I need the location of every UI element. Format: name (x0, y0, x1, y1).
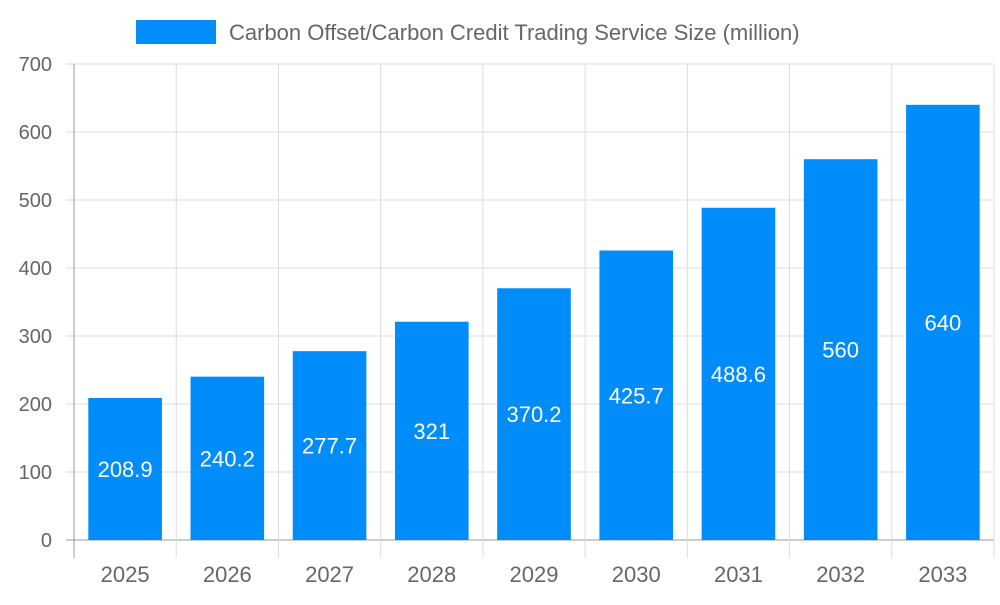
y-tick-label: 0 (41, 530, 52, 552)
grid (66, 63, 995, 558)
bar-2028 (394, 321, 469, 540)
bar-2030 (599, 250, 674, 541)
bar-2027 (292, 351, 367, 540)
x-axis-ticks: 2025 2026 2027 2028 2029 2030 2031 2032 2033 (101, 562, 968, 587)
bar-2026 (190, 376, 265, 540)
x-tick-label: 2029 (510, 562, 559, 587)
y-tick-label: 300 (19, 326, 52, 348)
y-tick-label: 200 (19, 394, 52, 416)
legend-label: Carbon Offset/Carbon Credit Trading Serv… (229, 20, 800, 45)
data-label: 488.6 (711, 362, 766, 387)
y-tick-label: 500 (19, 190, 52, 212)
data-label: 370.2 (506, 402, 561, 427)
data-label: 321 (413, 419, 450, 444)
bar-2025 (88, 397, 162, 540)
x-tick-label: 2031 (714, 562, 763, 587)
x-tick-label: 2028 (407, 562, 456, 587)
data-label: 425.7 (609, 383, 664, 408)
x-tick-label: 2032 (816, 562, 865, 587)
y-axis-ticks: 0 100 200 300 400 500 600 700 (19, 54, 52, 552)
data-label: 208.9 (98, 457, 153, 482)
bar-2031 (701, 207, 776, 540)
data-label: 640 (925, 310, 962, 335)
x-tick-label: 2033 (918, 562, 967, 587)
bar-2033 (906, 104, 980, 541)
x-tick-label: 2030 (612, 562, 661, 587)
legend: Carbon Offset/Carbon Credit Trading Serv… (136, 20, 800, 45)
bar-2032 (803, 159, 878, 540)
x-tick-label: 2026 (203, 562, 252, 587)
x-tick-label: 2025 (101, 562, 150, 587)
legend-swatch (136, 20, 216, 44)
y-tick-label: 100 (19, 462, 52, 484)
data-label: 240.2 (200, 446, 255, 471)
x-tick-label: 2027 (305, 562, 354, 587)
y-tick-label: 600 (19, 122, 52, 144)
bar-2029 (497, 288, 571, 540)
y-tick-label: 400 (19, 258, 52, 280)
bars (88, 104, 980, 541)
y-tick-label: 700 (19, 54, 52, 76)
data-label: 277.7 (302, 434, 357, 459)
data-labels: 208.9 240.2 277.7 321 370.2 425.7 488.6 560 640 (98, 310, 962, 482)
data-label: 560 (822, 338, 859, 363)
